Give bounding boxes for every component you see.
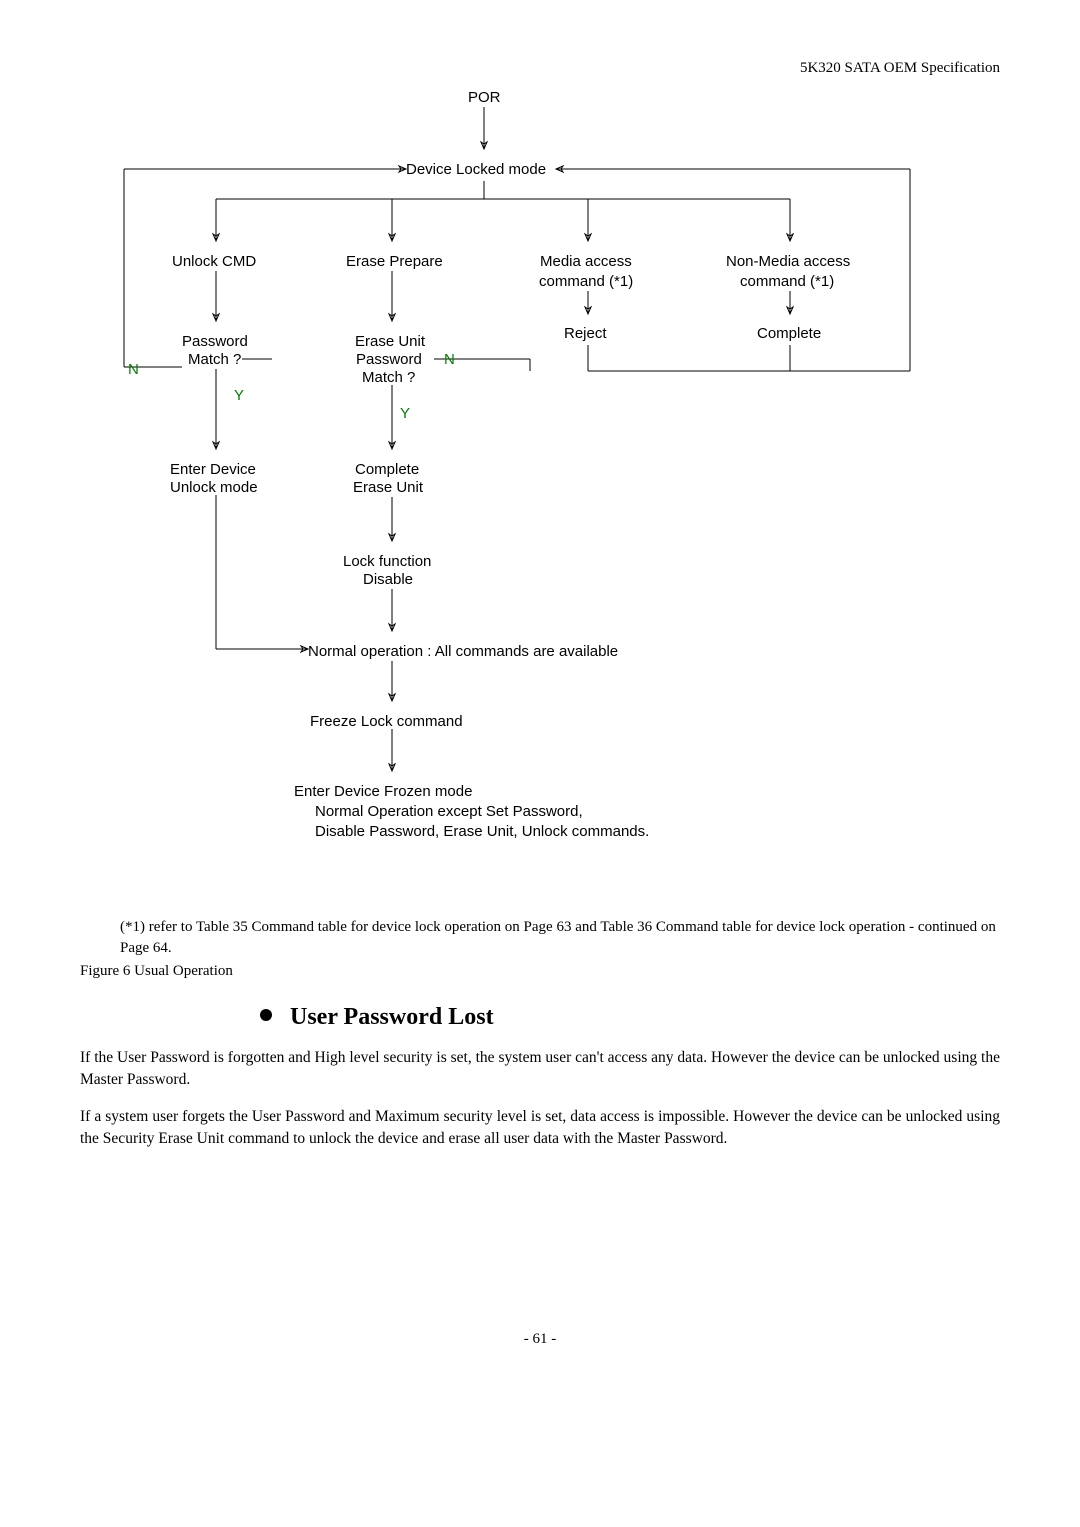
page-number: - 61 -	[80, 1331, 1000, 1348]
yn-y1: Y	[234, 387, 244, 404]
node-frozen_c: Disable Password, Erase Unit, Unlock com…	[315, 823, 649, 840]
node-lock_disable_b: Disable	[363, 571, 413, 588]
flowchart-diagram: POR Device Locked mode Unlock CMD Erase Pre…	[90, 89, 990, 909]
node-password_match1a: Password	[182, 333, 248, 350]
paragraph-2: If a system user forgets the User Passwo…	[80, 1106, 1000, 1151]
node-erase_unit_pw_c: Match ?	[362, 369, 415, 386]
node-complete_erase_a: Complete	[355, 461, 419, 478]
node-enter_unlock_a: Enter Device	[170, 461, 256, 478]
node-complete_erase_b: Erase Unit	[353, 479, 423, 496]
node-erase_unit_pw_a: Erase Unit	[355, 333, 425, 350]
node-normal_op: Normal operation : All commands are avai…	[308, 643, 618, 660]
node-nonmedia: Non-Media access	[726, 253, 850, 270]
bullet-icon	[260, 1009, 272, 1021]
paragraph-1: If the User Password is forgotten and Hi…	[80, 1047, 1000, 1092]
node-device_locked: Device Locked mode	[406, 161, 546, 178]
node-reject: Reject	[564, 325, 607, 342]
node-enter_unlock_b: Unlock mode	[170, 479, 258, 496]
node-media_access: Media access	[540, 253, 632, 270]
node-frozen_b: Normal Operation except Set Password,	[315, 803, 583, 820]
node-unlock_cmd: Unlock CMD	[172, 253, 256, 270]
node-erase_unit_pw_b: Password	[356, 351, 422, 368]
node-complete: Complete	[757, 325, 821, 342]
node-lock_disable_a: Lock function	[343, 553, 431, 570]
node-freeze_lock: Freeze Lock command	[310, 713, 463, 730]
node-por: POR	[468, 89, 501, 106]
yn-n1: N	[128, 361, 139, 378]
node-erase_prepare: Erase Prepare	[346, 253, 443, 270]
page-header: 5K320 SATA OEM Specification	[80, 60, 1000, 77]
node-frozen_a: Enter Device Frozen mode	[294, 783, 472, 800]
figure-caption: Figure 6 Usual Operation	[80, 963, 1000, 980]
footnote: (*1) refer to Table 35 Command table for…	[120, 917, 1000, 959]
yn-n2: N	[444, 351, 455, 368]
yn-y2: Y	[400, 405, 410, 422]
section-heading: User Password Lost	[260, 1004, 1000, 1031]
node-nonmedia2: command (*1)	[740, 273, 834, 290]
node-media_access2: command (*1)	[539, 273, 633, 290]
node-password_match1b: Match ?	[188, 351, 241, 368]
section-title: User Password Lost	[290, 1004, 494, 1030]
